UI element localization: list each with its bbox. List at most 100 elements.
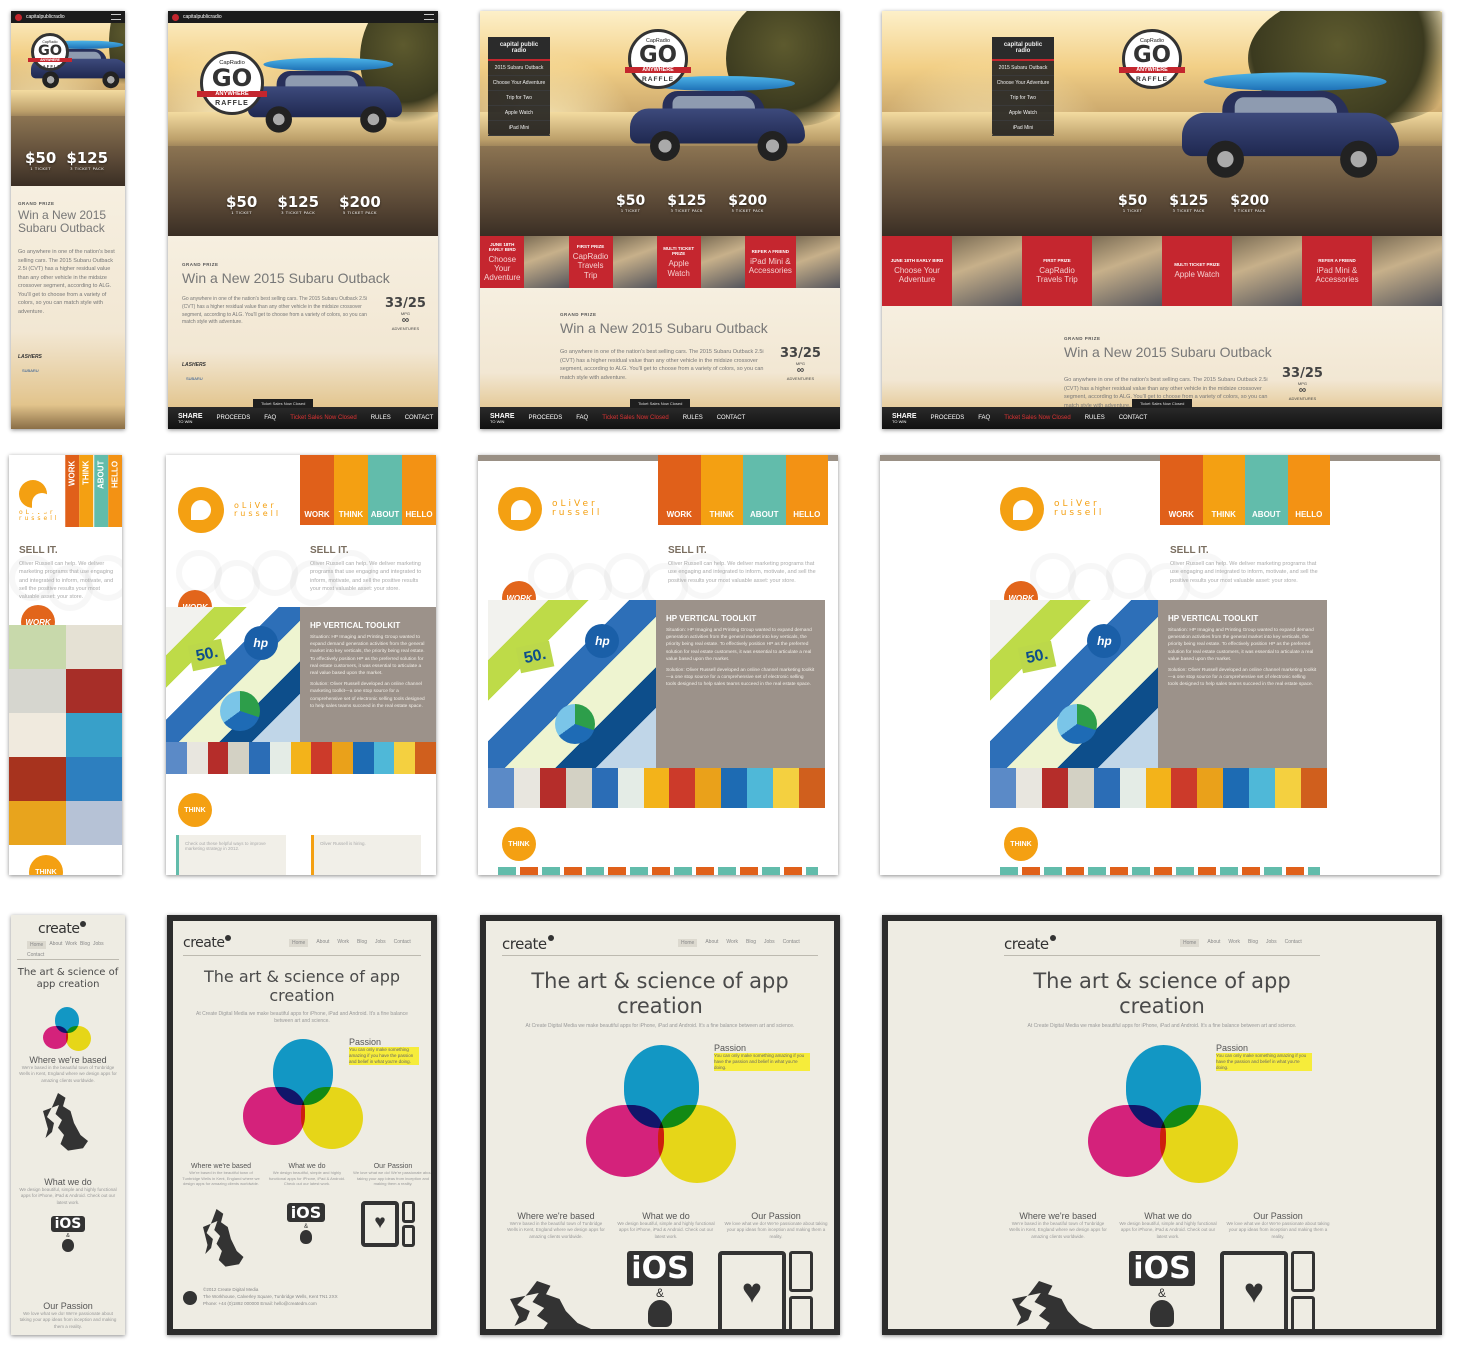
price-option[interactable]: $125 3 TICKET PACK (66, 149, 108, 171)
work-thumbnail[interactable] (9, 669, 66, 713)
footer-nav-link[interactable]: PROCEEDS (930, 415, 965, 421)
nav-item-about[interactable]: ABOUT (368, 455, 402, 525)
work-thumbnail[interactable] (394, 742, 416, 774)
footer-nav-link[interactable]: Ticket Sales Now Closed (290, 415, 357, 421)
footer-nav-link[interactable]: CONTACT (404, 415, 434, 421)
work-thumbnail[interactable] (1223, 768, 1250, 808)
nav-work[interactable]: Work (65, 941, 77, 947)
work-thumbnail[interactable] (9, 801, 66, 845)
create-logo[interactable]: create (502, 935, 554, 953)
work-thumbnail[interactable] (332, 742, 353, 774)
capradio-desktop-thumbnail[interactable]: CapRadio GO ANYWHERE RAFFLE capital public r… (480, 11, 840, 429)
work-thumbnail[interactable] (9, 625, 66, 669)
work-thumbnail[interactable] (228, 742, 250, 774)
menu-item[interactable]: Choose Your Adventure (992, 76, 1054, 91)
nav-jobs[interactable]: Jobs (1266, 939, 1277, 945)
price-option[interactable]: $125 3 TICKET PACK (1169, 193, 1208, 213)
create-logo[interactable]: create (183, 935, 232, 951)
nav-home[interactable]: Home (1180, 939, 1200, 947)
menu-item[interactable]: Apple Watch (488, 106, 550, 121)
nav-item-work[interactable]: WORK (658, 455, 701, 525)
share-button[interactable]: SHARE TO WIN (178, 413, 203, 424)
create-tablet-thumbnail[interactable]: create Home About Work Blog Jobs Contact The ar… (167, 915, 437, 1335)
price-option[interactable]: $200 5 TICKET PACK (728, 193, 767, 213)
price-option[interactable]: $50 1 TICKET (616, 193, 645, 213)
nav-jobs[interactable]: Jobs (93, 941, 104, 947)
work-thumbnail[interactable] (1249, 768, 1276, 808)
work-thumbnail[interactable] (65, 801, 122, 845)
work-thumbnail[interactable] (373, 742, 395, 774)
menu-item[interactable]: 2015 Subaru Outback (488, 61, 550, 76)
footer-nav-link[interactable]: PROCEEDS (528, 415, 563, 421)
oliver-russell-tablet-thumbnail[interactable]: oLiVer russell WORK THINK ABOUT HELLO SELL IT.… (166, 455, 436, 875)
work-thumbnail[interactable] (773, 768, 800, 808)
nav-contact[interactable]: Contact (393, 939, 411, 945)
work-thumbnail[interactable] (565, 768, 592, 808)
work-thumbnail[interactable] (1171, 768, 1198, 808)
nav-work[interactable]: Work (337, 939, 349, 945)
work-thumbnail[interactable] (9, 713, 66, 757)
capradio-tablet-thumbnail[interactable]: CapRadio GO ANYWHERE RAFFLE capitalpublicrad… (168, 11, 438, 429)
nav-item-work[interactable]: WORK (65, 455, 80, 527)
prize-tile[interactable]: REFER A FRIEND iPad Mini & Accessories (744, 236, 796, 288)
prize-tile[interactable]: JUNE 18TH EARLY BIRD Choose Your Adventur… (882, 236, 952, 306)
work-thumbnail[interactable] (1093, 768, 1120, 808)
create-logo[interactable]: create (1004, 935, 1056, 953)
nav-item-about[interactable]: ABOUT (93, 455, 108, 527)
nav-item-about[interactable]: ABOUT (743, 455, 786, 525)
prize-tile[interactable]: FIRST PRIZE CapRadio Travels Trip (1022, 236, 1092, 306)
price-option[interactable]: $50 1 TICKET (25, 149, 56, 171)
price-option[interactable]: $50 1 TICKET (1118, 193, 1147, 213)
nav-about[interactable]: About (49, 941, 63, 947)
create-mobile-thumbnail[interactable]: create Home About Work Blog Jobs Contact The ar… (11, 915, 125, 1335)
nav-work[interactable]: Work (1228, 939, 1240, 945)
work-thumbnail[interactable] (1041, 768, 1068, 808)
menu-item[interactable]: Apple Watch (992, 106, 1054, 121)
nav-about[interactable]: About (316, 939, 330, 945)
hamburger-menu-icon[interactable] (111, 14, 121, 20)
work-thumbnail[interactable] (65, 669, 122, 713)
menu-item[interactable]: iPad Mini (992, 121, 1054, 136)
work-thumbnail[interactable] (669, 768, 696, 808)
think-badge[interactable]: THINK (1004, 827, 1038, 861)
work-thumbnail[interactable] (186, 742, 208, 774)
capradio-mobile-thumbnail[interactable]: CapRadio GO ANYWHERE RAFFLE capitalpublicrad… (11, 11, 125, 429)
work-thumbnail[interactable] (65, 757, 122, 801)
work-thumbnail[interactable] (799, 768, 825, 808)
nav-item-hello[interactable]: HELLO (107, 455, 122, 527)
nav-home[interactable]: Home (27, 941, 47, 949)
footer-nav-link[interactable]: FAQ (576, 415, 589, 421)
price-option[interactable]: $125 3 TICKET PACK (667, 193, 706, 213)
menu-item[interactable]: Choose Your Adventure (488, 76, 550, 91)
footer-nav-link[interactable]: RULES (682, 415, 703, 421)
footer-nav-link[interactable]: RULES (370, 415, 391, 421)
nav-item-think[interactable]: THINK (700, 455, 743, 525)
footer-nav-link[interactable]: RULES (1084, 415, 1105, 421)
work-thumbnail[interactable] (65, 713, 122, 757)
nav-item-think[interactable]: THINK (79, 455, 94, 527)
think-card[interactable]: Check out these helpful ways to improve … (176, 835, 286, 875)
menu-item[interactable]: Trip for Two (488, 91, 550, 106)
work-thumbnail[interactable] (591, 768, 618, 808)
nav-item-work[interactable]: WORK (300, 455, 334, 525)
nav-item-hello[interactable]: HELLO (402, 455, 436, 525)
nav-jobs[interactable]: Jobs (375, 939, 386, 945)
footer-nav-link[interactable]: Ticket Sales Now Closed (1004, 415, 1071, 421)
work-thumbnail[interactable] (643, 768, 670, 808)
share-button[interactable]: SHARE TO WIN (892, 413, 917, 424)
work-thumbnail[interactable] (721, 768, 748, 808)
create-logo[interactable]: create (38, 921, 87, 937)
capradio-wide-thumbnail[interactable]: CapRadio GO ANYWHERE RAFFLE capital public r… (882, 11, 1442, 429)
work-thumbnail[interactable] (1197, 768, 1224, 808)
work-thumbnail[interactable] (290, 742, 312, 774)
work-thumbnail[interactable] (311, 742, 333, 774)
nav-blog[interactable]: Blog (1248, 939, 1259, 945)
prize-tile[interactable]: MULTI TICKET PRIZE Apple Watch (1162, 236, 1232, 306)
work-thumbnail[interactable] (352, 742, 374, 774)
work-thumbnail[interactable] (415, 742, 436, 774)
